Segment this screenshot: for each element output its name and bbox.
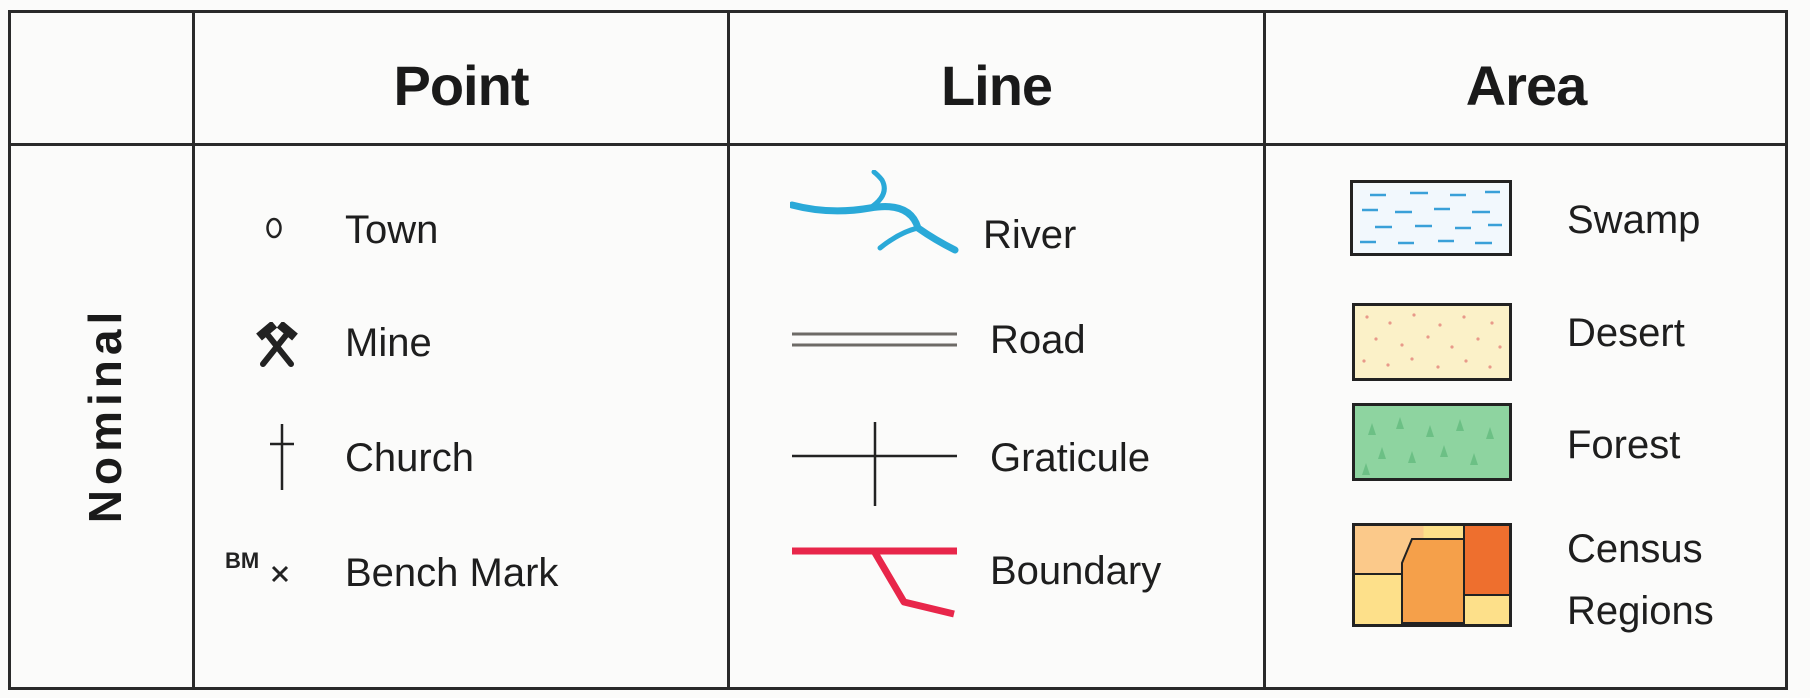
area-label-regions: Regions [1567,589,1714,633]
bench-mark-symbol-text: BM [225,548,260,573]
list-item: Town [345,205,438,255]
area-label-swamp: Swamp [1567,197,1701,242]
road-icon [792,330,957,350]
line-label-boundary: Boundary [990,548,1162,593]
column-divider [727,10,730,690]
table-frame [8,10,1788,690]
line-label-river: River [983,212,1077,257]
list-item: Desert [1567,308,1685,358]
area-label-desert: Desert [1567,310,1685,355]
list-item: Swamp [1567,195,1700,245]
header-area: Area [1465,53,1588,117]
list-item: Graticule [990,433,1150,483]
column-divider [192,10,195,690]
list-item: Census Regions [1567,518,1714,642]
point-label-church: Church [345,435,474,480]
swamp-swatch-icon [1350,180,1512,256]
boundary-icon [792,544,957,619]
row-label-nominal: Nominal [20,160,190,670]
area-label-forest: Forest [1567,422,1681,467]
area-label-census: Census [1567,527,1703,571]
header-point: Point [393,53,530,117]
point-label-town: Town [345,207,439,252]
river-icon [790,170,960,270]
list-item: Mine [345,318,432,368]
line-label-graticule: Graticule [990,435,1151,480]
header-line: Line [940,53,1053,117]
point-label-mine: Mine [345,320,432,365]
crossed-hammers-icon [255,322,299,368]
list-item: Forest [1567,420,1680,470]
bench-mark-icon: BM [225,548,295,588]
cross-icon [267,422,297,492]
list-item: Boundary [990,546,1161,596]
list-item: River [983,210,1076,260]
column-divider [1263,10,1266,690]
desert-swatch-icon [1352,303,1512,381]
list-item: Church [345,433,474,483]
census-regions-swatch-icon [1352,523,1512,627]
row-label-text: Nominal [79,306,131,524]
list-item: Bench Mark [345,548,558,598]
graticule-icon [792,422,957,506]
header-divider [8,143,1788,146]
list-item: Road [990,315,1086,365]
line-label-road: Road [990,317,1086,362]
forest-swatch-icon [1352,403,1512,481]
point-label-bench-mark: Bench Mark [345,550,559,595]
circle-icon [263,215,285,241]
